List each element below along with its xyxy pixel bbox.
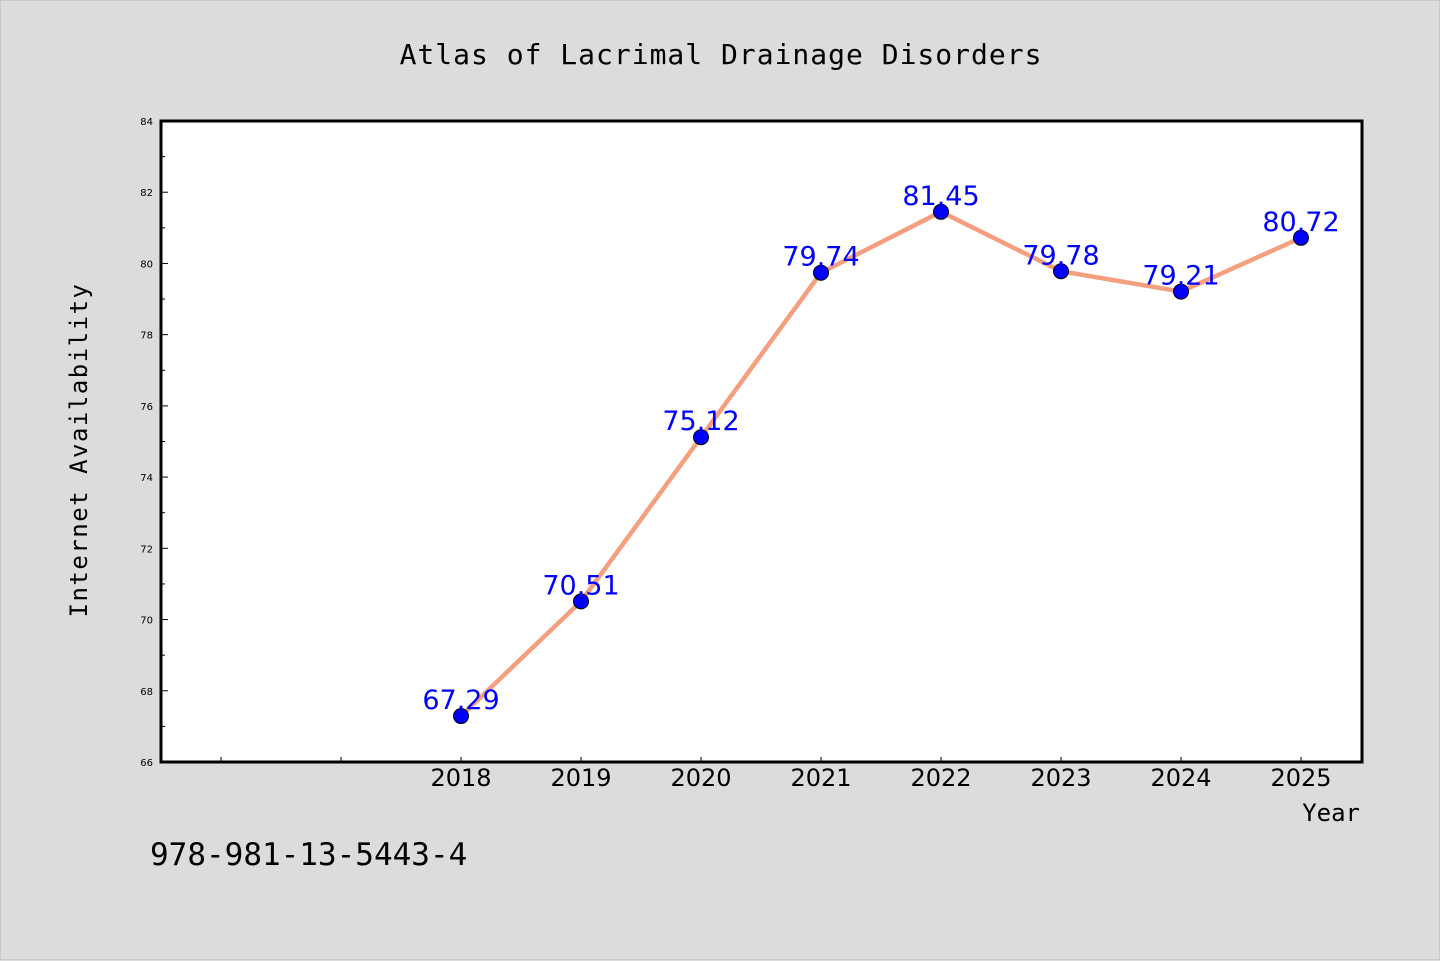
series-line — [459, 209, 1302, 718]
plot-area — [159, 119, 1364, 764]
x-tick-label: 2021 — [790, 764, 851, 792]
data-point — [933, 203, 949, 220]
y-tick-label: 82 — [140, 188, 153, 199]
isbn-text: 978-981-13-5443-4 — [150, 837, 467, 873]
y-axis: 66 68 70 72 74 76 78 80 82 84 — [140, 117, 168, 769]
y-tick-label: 84 — [140, 117, 153, 128]
data-label: 79.74 — [782, 242, 859, 273]
data-label: 79.21 — [1142, 261, 1219, 292]
x-axis: 2018 2019 2020 2021 2022 2023 2024 2025 — [220, 757, 1332, 792]
data-point — [813, 264, 829, 281]
series-internet-availability: 67.29 70.51 75.12 79.74 81.45 79.78 79.21 80.72 — [422, 181, 1340, 725]
data-point — [1053, 263, 1069, 280]
y-tick-label: 68 — [140, 687, 153, 698]
data-label: 81.45 — [902, 181, 979, 212]
chart-title: Atlas of Lacrimal Drainage Disorders — [400, 38, 1043, 71]
y-tick-label: 72 — [140, 544, 153, 555]
x-tick-label: 2022 — [910, 764, 971, 792]
y-tick-label: 74 — [140, 473, 153, 484]
y-tick-label: 76 — [140, 402, 153, 413]
x-tick-label: 2025 — [1270, 764, 1331, 792]
x-tick-label: 2020 — [670, 764, 731, 792]
x-tick-label: 2019 — [550, 764, 611, 792]
data-point — [1173, 283, 1189, 300]
data-point — [573, 593, 589, 610]
y-tick-label: 66 — [140, 758, 153, 769]
x-tick-label: 2024 — [1150, 764, 1211, 792]
data-label: 79.78 — [1022, 240, 1099, 271]
y-axis-label: Internet Availability — [65, 283, 93, 618]
data-label: 70.51 — [542, 570, 619, 601]
y-tick-label: 70 — [140, 616, 153, 627]
data-point — [693, 429, 709, 446]
data-label: 67.29 — [422, 685, 499, 716]
data-label: 80.72 — [1262, 207, 1339, 238]
y-tick-label: 78 — [140, 331, 153, 342]
data-point — [1293, 229, 1309, 246]
x-tick-label: 2023 — [1030, 764, 1091, 792]
x-axis-label: Year — [1302, 799, 1360, 827]
y-tick-label: 80 — [140, 259, 153, 270]
x-tick-label: 2018 — [430, 764, 491, 792]
data-point — [453, 708, 469, 725]
data-label: 75.12 — [662, 406, 739, 437]
